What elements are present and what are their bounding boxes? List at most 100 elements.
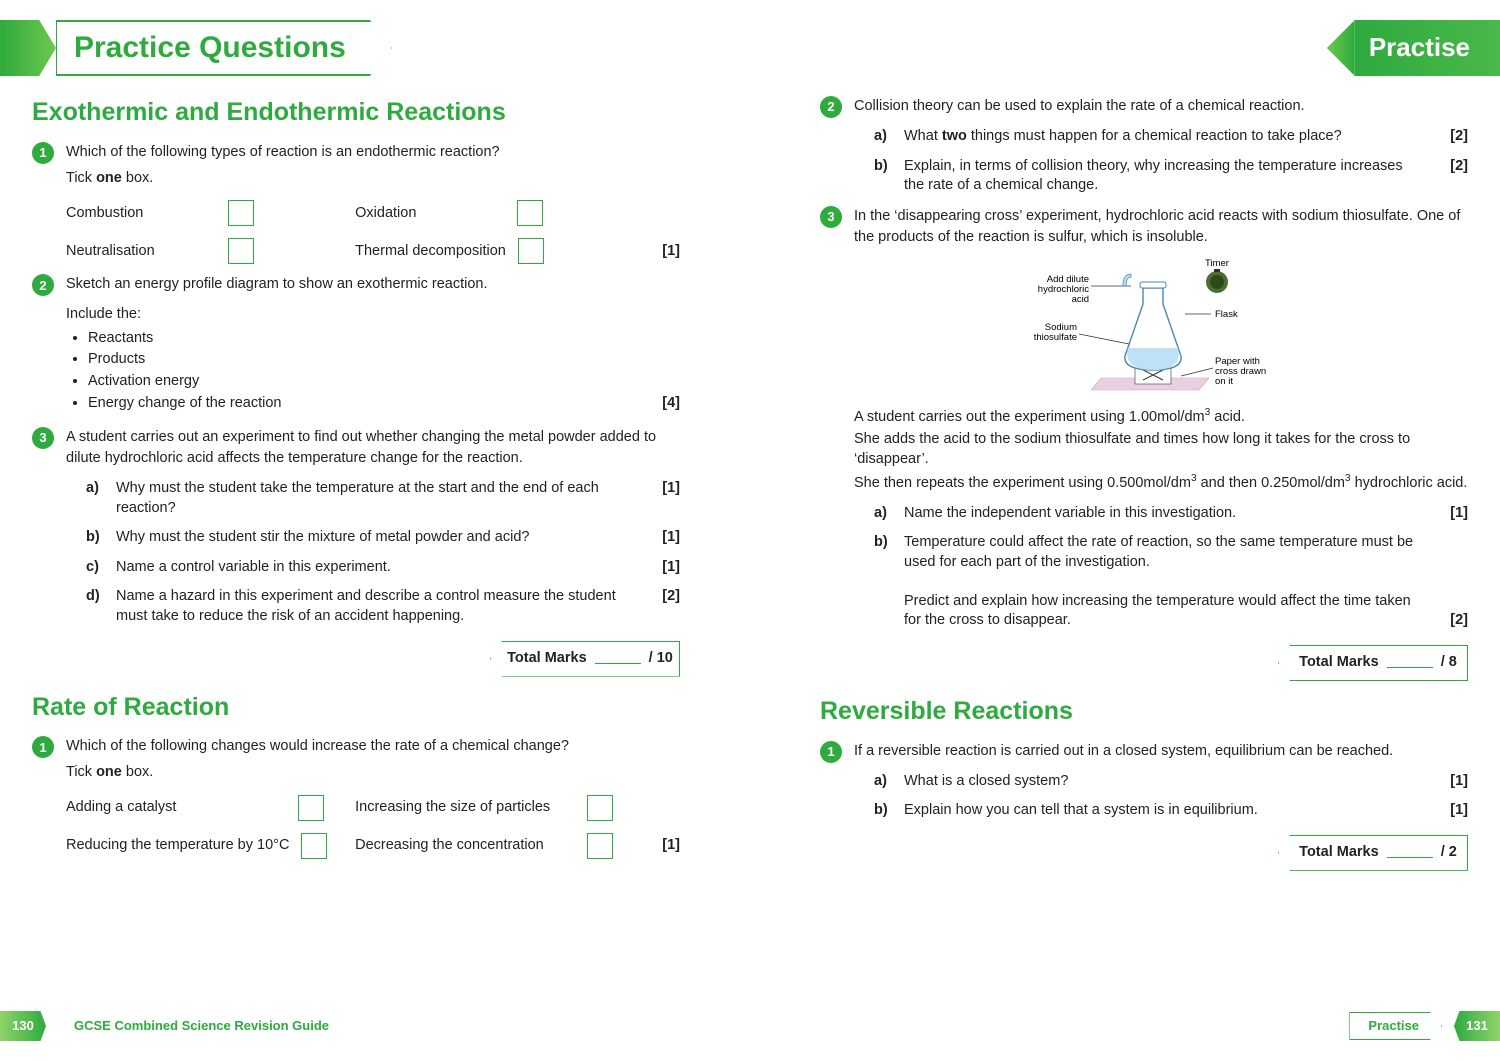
footer-left: 130 GCSE Combined Science Revision Guide [0, 1009, 750, 1043]
r-q2b-m: [2] [1430, 157, 1468, 196]
checkbox[interactable] [517, 200, 543, 226]
q1-sub: Tick one box. [66, 169, 680, 189]
rate-q1-marks: [1] [644, 836, 680, 856]
rev-q1: 1 If a reversible reaction is carried ou… [820, 741, 1468, 871]
flask-icon [1125, 282, 1181, 370]
q2-include: Include the: [66, 305, 680, 325]
opt-catalyst: Adding a catalyst [66, 798, 286, 818]
total-marks-sec1: Total Marks/ 10 [490, 641, 680, 677]
rev-b-text: Explain how you can tell that a system i… [904, 801, 1422, 821]
page-title: Practice Questions [74, 28, 346, 69]
lbl-timer: Timer [1205, 258, 1229, 269]
q3c-text: Name a control variable in this experime… [116, 558, 634, 578]
experiment-diagram: Add dilutehydrochloricacid Sodiumthiosul… [854, 258, 1468, 398]
r-q3-p1: A student carries out the experiment usi… [854, 406, 1468, 427]
q2-marks: [4] [662, 394, 680, 414]
r-q3-p2: She adds the acid to the sodium thiosulf… [854, 430, 1468, 469]
right-q3: 3 In the ‘disappearing cross’ experiment… [820, 206, 1468, 681]
section-heading-rev: Reversible Reactions [820, 695, 1468, 729]
r-q2b-text: Explain, in terms of collision theory, w… [904, 157, 1422, 196]
checkbox[interactable] [301, 833, 327, 859]
right-q2: 2 Collision theory can be used to explai… [820, 96, 1468, 196]
checkbox[interactable] [298, 795, 324, 821]
question-2: 2 Sketch an energy profile diagram to sh… [32, 274, 680, 417]
checkbox[interactable] [587, 833, 613, 859]
q1-options: Combustion Oxidation Neutralisation Ther… [66, 200, 680, 264]
page-number-right: 131 [1454, 1011, 1500, 1041]
right-q3-lead: In the ‘disappearing cross’ experiment, … [854, 206, 1468, 248]
rate-q1: 1 Which of the following changes would i… [32, 736, 680, 859]
q3b-marks: [1] [642, 528, 680, 548]
rate-q1-sub: Tick one box. [66, 763, 680, 783]
question-1: 1 Which of the following types of reacti… [32, 142, 680, 265]
header-left-chevron: Practice Questions [0, 20, 392, 76]
question-3: 3 A student carries out an experiment to… [32, 427, 680, 676]
qnum-3: 3 [32, 427, 54, 449]
q3b-label: b) [86, 528, 108, 548]
q2-bullets: Reactants Products Activation energy Ene… [88, 329, 680, 413]
rate-q1-opts: Adding a catalyst Increasing the size of… [66, 795, 680, 859]
lbl-add: Add dilutehydrochloricacid [1038, 274, 1089, 305]
rev-a-m: [1] [1430, 772, 1468, 792]
right-lead-icon [1327, 20, 1355, 76]
rev-q1-lead: If a reversible reaction is carried out … [854, 741, 1468, 762]
opt-temp: Reducing the temperature by 10°C [66, 836, 289, 856]
r-q2a-label: a) [874, 127, 896, 147]
bullet-ae: Activation energy [88, 372, 680, 392]
q3-lead: A student carries out an experiment to f… [66, 427, 680, 469]
opt-neutralisation: Neutralisation [66, 242, 216, 262]
right-q2-lead: Collision theory can be used to explain … [854, 96, 1468, 117]
q1-text: Which of the following types of reaction… [66, 142, 680, 163]
book-title: GCSE Combined Science Revision Guide [74, 1017, 329, 1035]
r-q2a-m: [2] [1430, 127, 1468, 147]
footer-right: Practise 131 [750, 1009, 1500, 1043]
bullet-ec: Energy change of the reaction[4] [88, 394, 680, 414]
q3d-text: Name a hazard in this experiment and des… [116, 587, 634, 626]
q3c-marks: [1] [642, 558, 680, 578]
checkbox[interactable] [228, 238, 254, 264]
practise-tab: Practise [1355, 20, 1500, 76]
q3a-label: a) [86, 479, 108, 518]
section-heading-rate: Rate of Reaction [32, 691, 680, 725]
left-arrow-icon [0, 20, 56, 76]
lbl-flask: Flask [1215, 309, 1238, 320]
r-q3a-m: [1] [1430, 504, 1468, 524]
opt-thermal: Thermal decomposition [355, 242, 506, 262]
q3a-marks: [1] [642, 479, 680, 518]
right-q3-num: 3 [820, 206, 842, 228]
rev-qnum: 1 [820, 741, 842, 763]
opt-conc: Decreasing the concentration [355, 836, 575, 856]
q1-marks: [1] [644, 242, 680, 262]
q3b-text: Why must the student stir the mixture of… [116, 528, 634, 548]
r-q3-p3: She then repeats the experiment using 0.… [854, 472, 1468, 493]
lbl-st: Sodiumthiosulfate [1034, 322, 1077, 343]
checkbox[interactable] [228, 200, 254, 226]
rev-b-m: [1] [1430, 801, 1468, 821]
section-heading-exo: Exothermic and Endothermic Reactions [32, 96, 680, 130]
total-marks-rev: Total Marks/ 2 [1278, 835, 1468, 871]
pour-icon [1123, 274, 1131, 286]
rate-q1-text: Which of the following changes would inc… [66, 736, 680, 757]
checkbox[interactable] [587, 795, 613, 821]
checkbox[interactable] [518, 238, 544, 264]
header-right-chevron: Practise [1327, 20, 1500, 76]
r-q3a-text: Name the independent variable in this in… [904, 504, 1422, 524]
qnum-2: 2 [32, 274, 54, 296]
total-marks-right1: Total Marks/ 8 [1278, 645, 1468, 681]
rate-qnum: 1 [32, 736, 54, 758]
practise-chip: Practise [1349, 1012, 1442, 1040]
page-number-left: 130 [0, 1011, 46, 1041]
rev-b-label: b) [874, 801, 896, 821]
q3d-marks: [2] [642, 587, 680, 626]
rev-a-label: a) [874, 772, 896, 792]
q3a-text: Why must the student take the temperatur… [116, 479, 634, 518]
qnum-1: 1 [32, 142, 54, 164]
q2-lead: Sketch an energy profile diagram to show… [66, 274, 680, 295]
r-q2b-label: b) [874, 157, 896, 196]
r-q3a-label: a) [874, 504, 896, 524]
opt-combustion: Combustion [66, 204, 216, 224]
bullet-products: Products [88, 350, 680, 370]
lbl-paper: Paper withcross drawnon it [1215, 356, 1266, 387]
page-title-box: Practice Questions [56, 20, 392, 76]
r-q3b-text: Temperature could affect the rate of rea… [904, 533, 1422, 631]
